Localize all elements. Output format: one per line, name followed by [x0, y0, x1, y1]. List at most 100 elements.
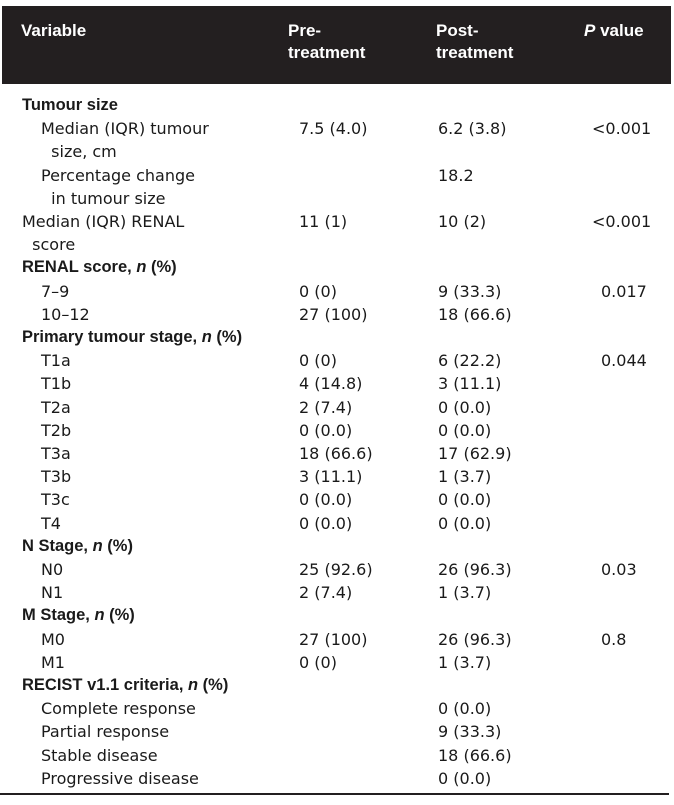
- row-label-line2: in tumour size: [41, 188, 166, 208]
- bottom-rule: [0, 793, 669, 795]
- post-treatment-cell: 10 (2): [438, 212, 487, 232]
- section-label-tail: (%): [198, 676, 229, 695]
- post-treatment-cell: 0 (0.0): [438, 420, 492, 440]
- section-row: M Stage, n (%): [2, 604, 671, 627]
- pre-treatment-cell: 4 (14.8): [299, 374, 363, 394]
- row-label: T1b: [2, 372, 296, 395]
- row-label-line1: T2a: [41, 397, 71, 417]
- post-treatment-cell: 6 (22.2): [438, 351, 502, 371]
- row-label: T1a: [2, 349, 296, 372]
- row-label-line1: T4: [41, 513, 61, 533]
- section-row: N Stage, n (%): [2, 535, 671, 558]
- section-label-tail: (%): [104, 606, 135, 625]
- data-table: Variable Pre- treatment Post- treatment …: [2, 6, 671, 790]
- section-label: RECIST v1.1 criteria, n (%): [2, 674, 277, 697]
- row-label-line1: T2b: [41, 420, 72, 440]
- table-row: Percentage change in tumour size 18.2: [2, 164, 671, 210]
- post-treatment-cell: 0 (0.0): [438, 397, 492, 417]
- row-label: T2b: [2, 419, 296, 442]
- row-label-line1: M0: [41, 629, 65, 649]
- row-label: M0: [2, 628, 296, 651]
- header-p-italic: P: [584, 21, 596, 40]
- row-label-line1: Complete response: [41, 699, 196, 719]
- row-label-line1: M1: [41, 652, 65, 672]
- header-post-line1: Post-: [436, 21, 479, 40]
- section-label-text: Primary tumour stage,: [22, 328, 202, 347]
- row-label: Stable disease: [2, 744, 296, 767]
- header-p-rest: value: [595, 21, 644, 40]
- pre-treatment-cell: 0 (0): [299, 351, 337, 371]
- header-variable: Variable: [21, 21, 87, 40]
- row-label: Progressive disease: [2, 767, 296, 790]
- table-row: T2b 0 (0.0) 0 (0.0): [2, 419, 671, 442]
- row-label-line1: Median (IQR) RENAL: [22, 212, 185, 232]
- table-row: T1a 0 (0) 6 (22.2) 0.044: [2, 349, 671, 372]
- row-label-line1: 7–9: [41, 281, 70, 301]
- table-header: Variable Pre- treatment Post- treatment …: [2, 6, 671, 84]
- header-p-value: P value: [584, 20, 644, 42]
- row-label-line1: N1: [41, 583, 64, 603]
- row-label: 10–12: [2, 303, 296, 326]
- row-label-line1: Stable disease: [41, 745, 158, 765]
- table-row: T3a 18 (66.6) 17 (62.9): [2, 442, 671, 465]
- p-value-cell: 0.044: [601, 351, 647, 371]
- post-treatment-cell: 0 (0.0): [438, 513, 492, 533]
- row-label-line1: T1a: [41, 351, 71, 371]
- row-label: Median (IQR) tumour size, cm: [2, 117, 296, 163]
- post-treatment-cell: 3 (11.1): [438, 374, 502, 394]
- section-label-tail: (%): [102, 536, 133, 555]
- section-label: Primary tumour stage, n (%): [2, 326, 277, 349]
- table-row: Median (IQR) RENAL score 11 (1) 10 (2) <0.0…: [2, 210, 671, 256]
- row-label-line2: size, cm: [41, 142, 117, 162]
- post-treatment-cell: 18.2: [438, 165, 474, 185]
- post-treatment-cell: 26 (96.3): [438, 560, 512, 580]
- table-row: T2a 2 (7.4) 0 (0.0): [2, 396, 671, 419]
- row-label: Partial response: [2, 720, 296, 743]
- table-row: Partial response 9 (33.3): [2, 720, 671, 743]
- section-label: Tumour size: [2, 94, 277, 117]
- post-treatment-cell: 0 (0.0): [438, 490, 492, 510]
- post-treatment-cell: 9 (33.3): [438, 281, 502, 301]
- section-row: RECIST v1.1 criteria, n (%): [2, 674, 671, 697]
- pre-treatment-cell: 27 (100): [299, 629, 368, 649]
- post-treatment-cell: 0 (0.0): [438, 768, 492, 788]
- header-post-treatment: Post- treatment: [436, 20, 513, 64]
- pre-treatment-cell: 11 (1): [299, 212, 348, 232]
- p-value-cell: 0.8: [601, 629, 627, 649]
- header-pre-treatment: Pre- treatment: [288, 20, 365, 64]
- post-treatment-cell: 1 (3.7): [438, 652, 492, 672]
- table-row: Stable disease 18 (66.6): [2, 744, 671, 767]
- post-treatment-cell: 9 (33.3): [438, 722, 502, 742]
- pre-treatment-cell: 0 (0.0): [299, 513, 353, 533]
- pre-treatment-cell: 25 (92.6): [299, 560, 373, 580]
- row-label-line1: Progressive disease: [41, 768, 199, 788]
- section-row: Tumour size: [2, 94, 671, 117]
- table-row: T3c 0 (0.0) 0 (0.0): [2, 488, 671, 511]
- row-label: Median (IQR) RENAL score: [2, 210, 277, 256]
- section-label-italic: n: [136, 258, 147, 277]
- row-label: T3c: [2, 488, 296, 511]
- section-label: M Stage, n (%): [2, 604, 277, 627]
- section-label-italic: n: [94, 606, 105, 625]
- row-label-line1: N0: [41, 560, 64, 580]
- table-row: N1 2 (7.4) 1 (3.7): [2, 581, 671, 604]
- row-label: N0: [2, 558, 296, 581]
- section-label-italic: n: [92, 536, 103, 555]
- row-label-line1: T3b: [41, 467, 72, 487]
- pre-treatment-cell: 7.5 (4.0): [299, 119, 368, 139]
- row-label: T4: [2, 512, 296, 535]
- section-row: RENAL score, n (%): [2, 256, 671, 279]
- post-treatment-cell: 18 (66.6): [438, 745, 512, 765]
- table-row: Median (IQR) tumour size, cm 7.5 (4.0) 6.2…: [2, 117, 671, 163]
- row-label-line1: T1b: [41, 374, 72, 394]
- section-label-text: N Stage,: [22, 536, 93, 555]
- row-label: Percentage change in tumour size: [2, 164, 296, 210]
- pre-treatment-cell: 0 (0): [299, 652, 337, 672]
- table-row: T3b 3 (11.1) 1 (3.7): [2, 465, 671, 488]
- table-row: 7–9 0 (0) 9 (33.3) 0.017: [2, 280, 671, 303]
- table-row: M0 27 (100) 26 (96.3) 0.8: [2, 628, 671, 651]
- row-label: Complete response: [2, 697, 296, 720]
- section-label-text: Tumour size: [22, 96, 118, 114]
- section-label-text: RECIST v1.1 criteria,: [22, 676, 188, 695]
- row-label-line1: Percentage change: [41, 165, 195, 185]
